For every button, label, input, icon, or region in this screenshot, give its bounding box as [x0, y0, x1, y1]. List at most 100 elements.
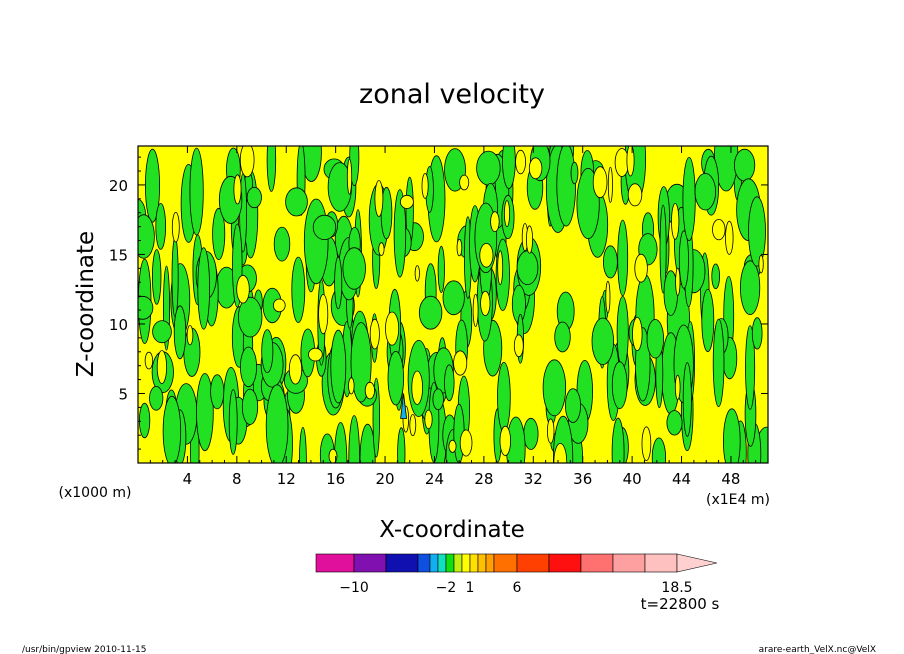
negative-velocity-cell	[239, 346, 257, 388]
colorbar-label: −10	[339, 580, 369, 596]
chart-title: zonal velocity	[359, 79, 545, 110]
negative-velocity-cell	[210, 374, 225, 410]
positive-velocity-cell	[424, 409, 433, 430]
x-tick-label: 32	[524, 470, 543, 488]
negative-velocity-cell	[273, 226, 291, 262]
negative-velocity-cell	[651, 437, 666, 463]
positive-velocity-cell	[378, 242, 385, 256]
negative-velocity-cell	[152, 320, 172, 344]
negative-velocity-cell	[144, 148, 160, 223]
x-axis-label: X-coordinate	[379, 517, 525, 543]
colorbar-segment	[417, 553, 431, 573]
negative-velocity-cell	[359, 423, 376, 463]
negative-velocity-cell	[432, 388, 444, 411]
colorbar-extend-arrow	[676, 553, 718, 573]
positive-velocity-cell	[674, 374, 681, 400]
positive-velocity-cell	[632, 316, 643, 351]
negative-velocity-cell	[682, 156, 696, 241]
x-tick-label: 16	[326, 470, 345, 488]
positive-velocity-cell	[374, 180, 384, 217]
positive-velocity-cell	[675, 267, 681, 296]
negative-velocity-cell	[303, 198, 329, 285]
x-tick-label: 12	[277, 470, 296, 488]
negative-velocity-cell	[350, 322, 372, 403]
colorbar-labels: −10 −2 1 6 18.5	[339, 580, 692, 596]
negative-velocity-cell	[151, 249, 162, 305]
positive-velocity-cell	[503, 200, 510, 228]
positive-velocity-cell	[480, 290, 491, 316]
positive-velocity-cell	[399, 194, 414, 209]
negative-velocity-cell	[393, 189, 407, 278]
positive-velocity-cell	[547, 418, 555, 444]
negative-velocity-cell	[733, 148, 756, 182]
negative-velocity-cell	[197, 247, 211, 330]
negative-velocity-cell	[291, 256, 306, 323]
positive-velocity-cell	[272, 298, 286, 313]
positive-velocity-cell	[553, 443, 568, 463]
blue-plume	[400, 393, 408, 419]
negative-velocity-cell	[442, 280, 465, 316]
negative-velocity-cell	[342, 247, 366, 290]
negative-velocity-cell	[196, 373, 214, 452]
negative-velocity-cell	[155, 202, 167, 250]
negative-velocity-cell	[701, 288, 715, 352]
negative-velocity-cell	[237, 296, 263, 338]
x-tick-label: 24	[425, 470, 444, 488]
positive-velocity-cell	[456, 238, 463, 257]
x-tick-label: 44	[672, 470, 691, 488]
negative-velocity-cell	[711, 263, 720, 290]
negative-velocity-cell	[694, 172, 717, 211]
colorbar-segment	[445, 553, 455, 573]
x-tick-label: 28	[474, 470, 493, 488]
negative-velocity-cell	[138, 214, 155, 259]
negative-velocity-cell	[554, 321, 571, 353]
footer-left: /usr/bin/gpview 2010-11-15	[22, 645, 146, 654]
footer-right: arare-earth_VelX.nc@VelX	[759, 645, 876, 654]
positive-velocity-cell	[364, 381, 375, 400]
positive-velocity-cell	[605, 280, 611, 314]
x-unit-left: (x1000 m)	[59, 485, 132, 501]
colorbar-segment	[485, 553, 495, 573]
negative-velocity-cell	[139, 402, 151, 439]
negative-velocity-cell	[497, 361, 511, 432]
negative-velocity-cell	[246, 186, 262, 209]
colorbar-label: 1	[466, 580, 475, 596]
negative-velocity-cell	[542, 359, 567, 417]
negative-velocity-cell	[266, 146, 277, 192]
negative-velocity-cell	[171, 236, 179, 318]
colorbar-segment	[453, 553, 463, 573]
positive-velocity-cell	[758, 254, 764, 274]
colorbar-segment	[315, 553, 355, 573]
negative-velocity-cell	[173, 305, 187, 360]
negative-velocity-cell	[523, 417, 539, 450]
colorbar-segment	[580, 553, 614, 573]
positive-velocity-cell	[318, 293, 329, 335]
plot-frame	[137, 145, 769, 464]
x-tick-label: 4	[183, 470, 193, 488]
negative-velocity-cell	[751, 317, 763, 350]
negative-velocity-cell	[646, 318, 665, 359]
positive-velocity-cell	[448, 439, 457, 453]
positive-velocity-cell	[607, 166, 613, 203]
negative-velocity-cell	[603, 245, 618, 279]
positive-velocity-cell	[385, 311, 400, 346]
negative-velocity-cell	[570, 161, 579, 185]
positive-velocity-cell	[459, 174, 470, 191]
colorbar-segment	[644, 553, 678, 573]
positive-velocity-cell	[308, 347, 323, 362]
negative-velocity-cell	[162, 395, 182, 463]
negative-velocity-cell	[556, 146, 576, 227]
positive-velocity-cell	[634, 253, 648, 283]
positive-velocity-cell	[411, 370, 424, 405]
negative-velocity-cell	[666, 410, 683, 436]
positive-velocity-cell	[236, 274, 250, 304]
negative-velocity-cell	[241, 388, 259, 425]
negative-velocity-cell	[617, 219, 629, 297]
positive-velocity-cell	[712, 219, 726, 241]
negative-velocity-cell	[565, 388, 582, 423]
negative-velocity-cell	[611, 361, 628, 410]
y-tick-label: 5	[118, 385, 128, 403]
negative-velocity-cell	[261, 329, 274, 374]
negative-velocity-cell	[149, 385, 164, 411]
positive-velocity-cell	[453, 350, 468, 376]
